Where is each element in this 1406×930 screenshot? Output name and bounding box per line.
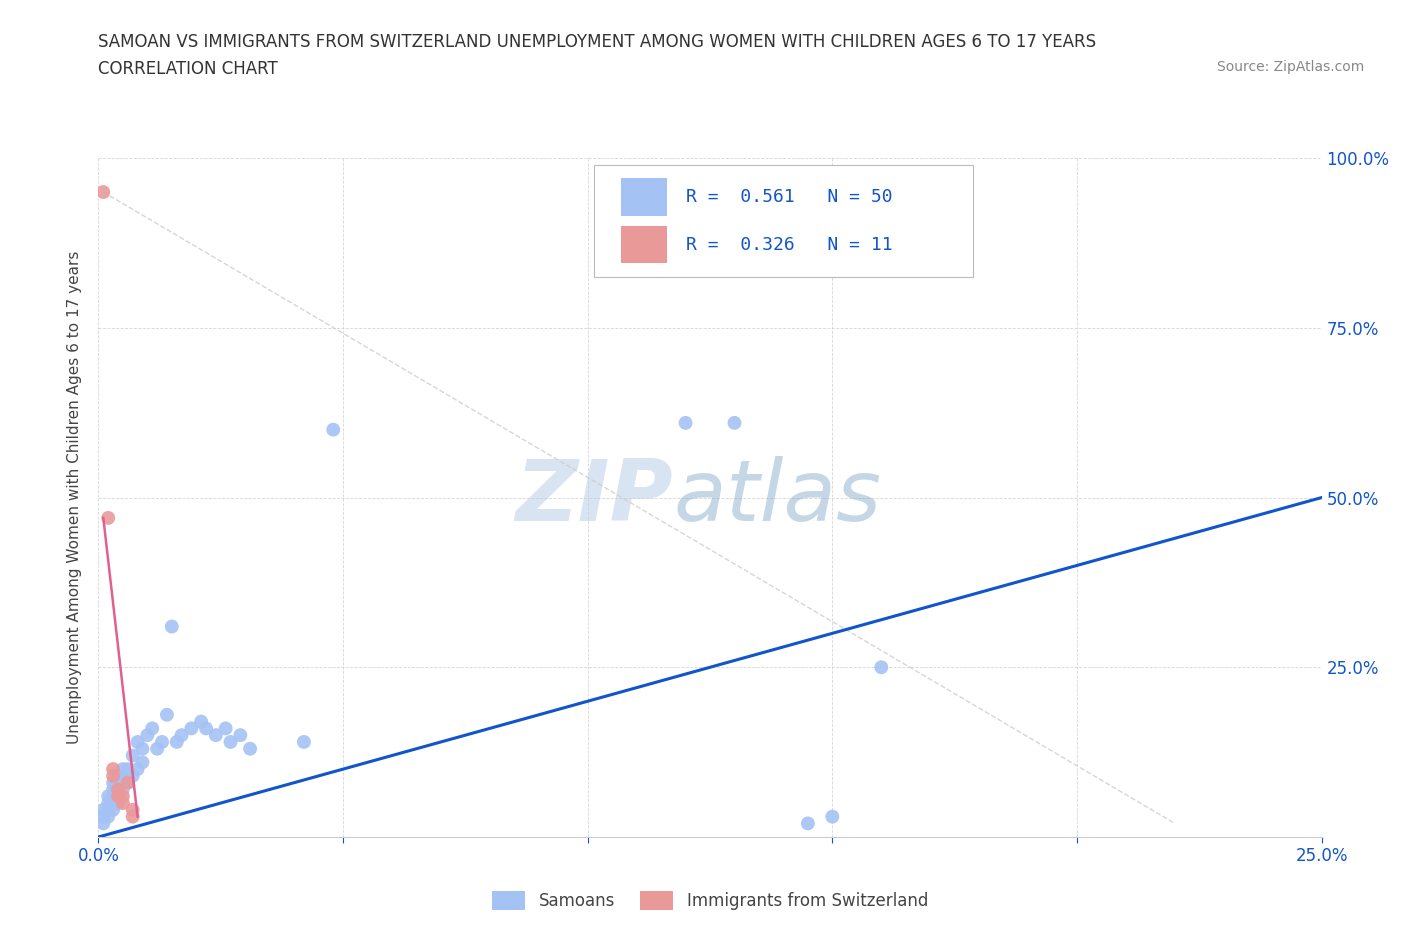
Point (91, 809, 114, 824)
Point (219, 735, 242, 750)
Point (127, 762, 149, 777)
Point (107, 776, 129, 790)
Point (111, 796, 134, 811)
Point (141, 721, 163, 736)
Point (205, 727, 228, 742)
Point (180, 721, 202, 736)
Point (322, 422, 344, 437)
Point (239, 741, 262, 756)
Point (170, 727, 193, 742)
Point (101, 803, 124, 817)
Point (97, 796, 120, 811)
Text: atlas: atlas (673, 456, 882, 539)
Point (97, 789, 120, 804)
Point (97, 803, 120, 817)
FancyBboxPatch shape (620, 226, 668, 263)
Point (101, 796, 124, 811)
Point (146, 741, 169, 756)
Point (121, 803, 143, 817)
Point (107, 789, 129, 804)
Point (870, 660, 893, 675)
Y-axis label: Unemployment Among Women with Children Ages 6 to 17 years: Unemployment Among Women with Children A… (67, 251, 83, 744)
Point (107, 796, 129, 811)
Point (117, 776, 139, 790)
Text: ZIP: ZIP (516, 456, 673, 539)
Point (111, 768, 134, 783)
Point (101, 789, 124, 804)
Text: R =  0.326   N = 11: R = 0.326 N = 11 (686, 236, 893, 254)
Point (121, 809, 143, 824)
Point (91, 803, 114, 817)
FancyBboxPatch shape (593, 165, 973, 277)
Point (127, 735, 149, 750)
Point (101, 776, 124, 790)
Point (111, 762, 134, 777)
Point (797, 816, 820, 830)
Point (107, 768, 129, 783)
Point (117, 762, 139, 777)
Point (214, 721, 236, 736)
Text: R =  0.561   N = 50: R = 0.561 N = 50 (686, 189, 893, 206)
FancyBboxPatch shape (620, 179, 668, 216)
Point (97, 511, 120, 525)
Point (131, 755, 153, 770)
Point (195, 721, 218, 736)
Point (107, 789, 129, 804)
Point (91, 185, 114, 200)
Point (91, 816, 114, 830)
Point (121, 748, 143, 763)
Point (156, 708, 179, 723)
Text: Source: ZipAtlas.com: Source: ZipAtlas.com (1216, 60, 1364, 74)
Point (292, 735, 315, 750)
Point (131, 741, 153, 756)
Point (101, 782, 124, 797)
Point (101, 762, 124, 777)
Point (111, 789, 134, 804)
Point (229, 727, 252, 742)
Point (107, 782, 129, 797)
Point (675, 416, 697, 431)
Legend: Samoans, Immigrants from Switzerland: Samoans, Immigrants from Switzerland (485, 884, 935, 917)
Point (821, 809, 844, 824)
Point (150, 735, 173, 750)
Point (160, 619, 183, 634)
Text: CORRELATION CHART: CORRELATION CHART (98, 60, 278, 78)
Point (136, 727, 159, 742)
Text: SAMOAN VS IMMIGRANTS FROM SWITZERLAND UNEMPLOYMENT AMONG WOMEN WITH CHILDREN AGE: SAMOAN VS IMMIGRANTS FROM SWITZERLAND UN… (98, 33, 1097, 50)
Point (117, 776, 139, 790)
Point (97, 809, 120, 824)
Point (166, 735, 188, 750)
Point (111, 782, 134, 797)
Point (101, 768, 124, 783)
Point (121, 768, 143, 783)
Point (723, 416, 745, 431)
Point (190, 714, 212, 729)
